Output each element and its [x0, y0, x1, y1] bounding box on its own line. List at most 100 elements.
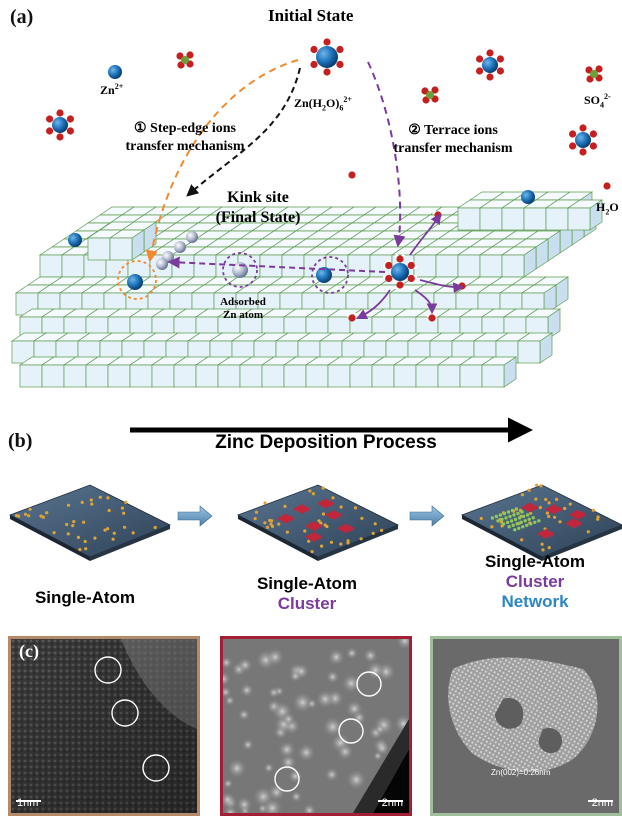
zn-ion [521, 190, 535, 204]
cluster-atom [579, 514, 583, 518]
single-atom-dot [78, 548, 82, 552]
single-atom-dot [66, 532, 70, 536]
sulfur [181, 56, 189, 64]
single-atom-dot [93, 536, 97, 540]
cluster-atom [558, 507, 562, 512]
cluster-atom [309, 522, 313, 527]
cluster-atom [318, 524, 322, 528]
single-atom-dot [303, 529, 307, 533]
cluster-atom [332, 510, 336, 514]
oxygen [336, 45, 344, 54]
cluster-marker-1 [356, 671, 382, 697]
single-atom-dot [544, 497, 548, 502]
single-atom-dot [558, 520, 562, 524]
network-atom [537, 519, 541, 523]
cluster-atom [312, 527, 316, 531]
single-atom-dot [122, 511, 126, 515]
single-atom-dot [380, 528, 384, 532]
terrace-path-arrow [367, 61, 406, 248]
network-atom [531, 516, 535, 520]
cluster-atom [582, 512, 586, 517]
single-atom-dot [111, 537, 115, 541]
single-atom-dot [308, 489, 312, 493]
network-atom [506, 510, 511, 514]
cluster-atom [330, 501, 334, 506]
network-atom [517, 526, 521, 530]
single-atom-dot [541, 548, 545, 552]
cluster-atom [312, 521, 316, 525]
single-atom-dot [270, 524, 275, 528]
cluster-atom [566, 521, 570, 526]
cluster-atom [335, 514, 339, 519]
oxygen [486, 73, 494, 81]
single-atom-dot [253, 517, 257, 521]
lattice-cube [566, 199, 604, 231]
cluster-marker-2 [338, 718, 364, 744]
single-atom-dot [563, 506, 567, 511]
cluster-atom [528, 502, 532, 507]
oxygen [396, 281, 404, 289]
single-atom-dot [555, 497, 559, 501]
cluster-atom [315, 533, 319, 538]
cluster-atom [578, 521, 582, 526]
cluster-atom [555, 509, 559, 513]
single-atom-dot [331, 496, 335, 500]
network-atom [516, 511, 520, 516]
single-atom-dot [320, 544, 324, 548]
single-atom-dot [263, 501, 267, 505]
stage-arrow-2 [409, 505, 445, 527]
cluster-atom [300, 504, 304, 508]
zn-ion [316, 267, 332, 283]
single-atom-dot [265, 525, 270, 529]
single-atom-dot [591, 508, 596, 512]
oxygen [569, 142, 577, 150]
oxygen [310, 45, 318, 54]
cluster-atom [528, 505, 532, 510]
cluster-atom [544, 529, 548, 533]
oxygen [66, 115, 74, 123]
single-atom-dot [17, 514, 21, 518]
micrograph-cluster: 2nm [220, 636, 412, 816]
zn-ion [68, 233, 82, 247]
scale-bar-1: 1nm [17, 797, 39, 809]
cluster-atom [344, 529, 348, 534]
single-atom-dot [27, 514, 31, 518]
single-atom-dot [76, 535, 80, 539]
substrate-plate [461, 483, 622, 561]
initial-state-title: Initial State [268, 6, 354, 25]
network-atom [513, 528, 517, 532]
panel-a-label: (a) [10, 6, 34, 28]
cluster-atom [347, 528, 351, 532]
cluster-atom [552, 507, 556, 512]
hydrogen [346, 313, 350, 317]
cluster-atom [284, 513, 288, 518]
cluster-atom [541, 533, 545, 538]
network-atom [529, 522, 533, 526]
oxygen [46, 127, 54, 135]
cluster-atom [552, 504, 556, 509]
oxygen [476, 55, 484, 63]
kink-site-ring [117, 260, 157, 300]
oxygen [396, 255, 404, 263]
single-atom-dot [65, 522, 69, 527]
network-atom [505, 520, 510, 525]
network-atom [523, 519, 527, 523]
network-atom [494, 514, 499, 519]
hydrogen [440, 210, 444, 214]
single-atom-dot [311, 492, 315, 496]
cluster-atom [281, 515, 285, 519]
panel-b-label: (b) [8, 430, 33, 452]
oxygen [431, 86, 439, 94]
cluster-atom [344, 526, 348, 531]
single-atom-dot [66, 503, 71, 507]
cluster-atom [350, 526, 354, 531]
single-atom-dot [317, 519, 321, 523]
network-atom [521, 525, 525, 529]
single-atom-dot [520, 493, 525, 497]
cluster-atom [572, 518, 576, 523]
cluster-atom [297, 508, 301, 513]
single-atom-dot [553, 515, 557, 519]
lattice-cube [500, 246, 538, 278]
cluster-atom [309, 533, 313, 538]
cluster-atom [569, 520, 573, 524]
